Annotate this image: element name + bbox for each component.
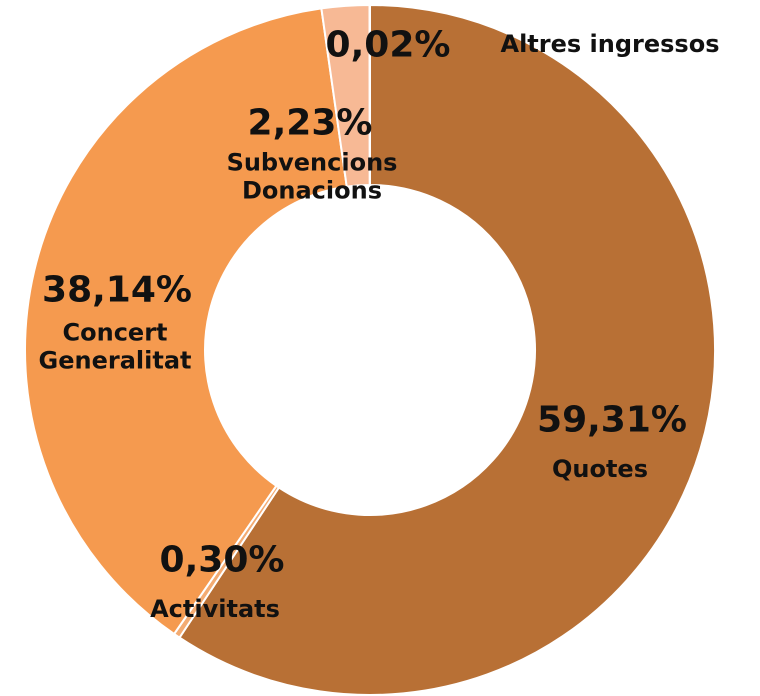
data-label: 0,30% — [159, 539, 285, 581]
data-label: 38,14% — [42, 269, 192, 311]
category-label: Activitats — [150, 595, 280, 624]
category-label: Subvencions Donacions — [226, 148, 398, 204]
data-label: 2,23% — [247, 102, 373, 144]
data-label: 0,02% — [325, 24, 451, 66]
donut-slice — [178, 3, 716, 696]
category-label: Altres ingressos — [500, 30, 720, 59]
donut-slice — [24, 7, 348, 636]
category-label: Quotes — [551, 455, 648, 484]
category-label: Concert Generalitat — [38, 318, 192, 374]
data-label: 59,31% — [537, 399, 687, 441]
